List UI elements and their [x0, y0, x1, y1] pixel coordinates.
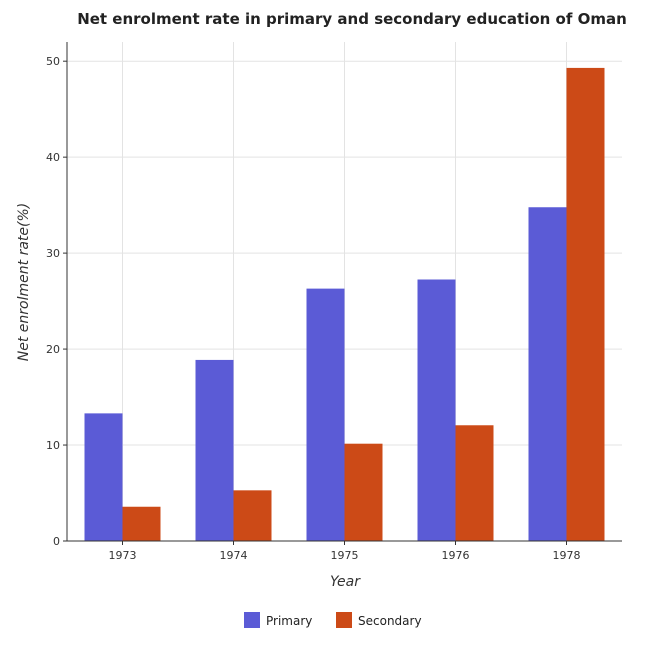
- chart-title: Net enrolment rate in primary and second…: [77, 10, 627, 28]
- bar-primary: [417, 279, 456, 541]
- y-tick-label: 20: [46, 343, 60, 356]
- bar-primary: [195, 359, 234, 541]
- legend-swatch-secondary: [336, 612, 352, 628]
- y-tick-label: 10: [46, 439, 60, 452]
- x-tick-label: 1975: [331, 549, 359, 562]
- bar-primary: [84, 413, 123, 541]
- x-tick-label: 1978: [553, 549, 581, 562]
- legend-swatch-primary: [244, 612, 260, 628]
- bar-secondary: [566, 67, 605, 542]
- axes: [63, 42, 622, 545]
- x-tick-label: 1973: [109, 549, 137, 562]
- bar-secondary: [455, 425, 494, 541]
- x-tick-label: 1976: [442, 549, 470, 562]
- legend-label-primary: Primary: [266, 614, 312, 628]
- bars: [84, 67, 605, 542]
- legend-label-secondary: Secondary: [358, 614, 422, 628]
- y-axis-label: Net enrolment rate(%): [16, 203, 32, 361]
- y-tick-label: 0: [53, 535, 60, 548]
- x-tick-label: 1974: [220, 549, 248, 562]
- bar-primary: [306, 288, 345, 541]
- bar-secondary: [344, 443, 383, 541]
- bar-secondary: [122, 506, 161, 541]
- y-tick-label: 30: [46, 247, 60, 260]
- bar-primary: [528, 207, 567, 541]
- x-axis-label: Year: [330, 574, 361, 590]
- y-tick-label: 40: [46, 151, 60, 164]
- bar-secondary: [233, 490, 272, 541]
- legend: Primary Secondary: [244, 612, 422, 628]
- y-tick-label: 50: [46, 55, 60, 68]
- tick-labels: 0 10 20 30 40 50 1973 1974 1975 1976 1978: [46, 55, 581, 562]
